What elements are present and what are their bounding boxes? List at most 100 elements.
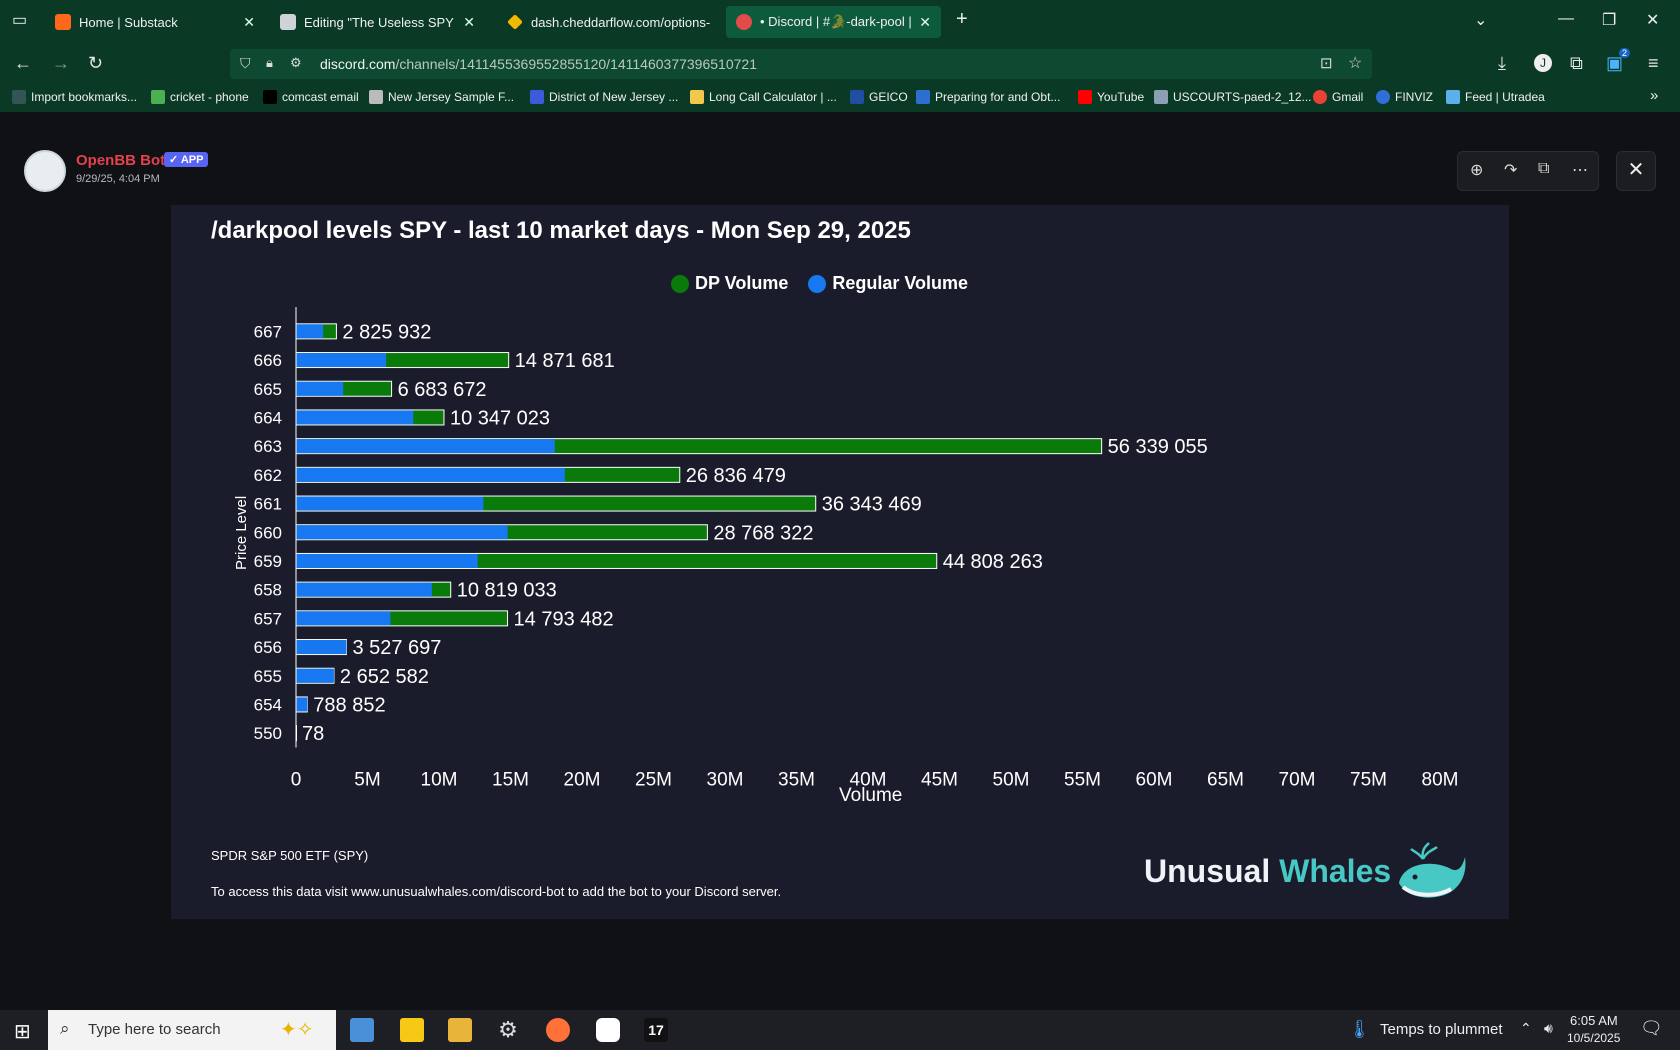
open-external-icon[interactable]: ⧉ [1538,160,1550,177]
regular-volume-bar [296,353,387,368]
bar-value-label: 78 [302,723,324,745]
new-tab-icon[interactable]: + [956,8,968,30]
more-bookmarks-icon[interactable]: » [1650,87,1659,104]
calculator-app-icon[interactable] [350,1018,374,1042]
y-tick-label: 666 [254,351,282,370]
tray-chevron-icon[interactable]: ⌃ [1520,1020,1532,1036]
y-tick-label: 662 [254,466,282,485]
close-tab-icon[interactable]: ✕ [463,13,475,30]
chart-legend: DP Volume Regular Volume [671,273,968,294]
weather-text[interactable]: Temps to plummet [1380,1021,1503,1038]
windows-start-icon[interactable]: ⊞ [14,1021,31,1043]
regular-volume-bar [296,410,414,425]
tab-editing[interactable]: Editing "The Useless SPY Report" ✕ [270,6,485,38]
tab-label: dash.cheddarflow.com/options- [531,14,711,30]
x-tick-label: 10M [421,770,458,791]
bot-avatar[interactable] [24,150,66,192]
restore-icon[interactable]: ❐ [1602,12,1617,29]
x-axis-label: Volume [839,785,903,806]
brand-word-2: Whales [1279,853,1392,889]
bar-value-label: 44 808 263 [943,551,1043,573]
tradingview-app-icon[interactable]: 17 [644,1018,668,1042]
bookmark-youtube[interactable]: YouTube [1078,90,1144,104]
url-bar[interactable]: ⛉ 🔒︎ ⚙ discord.com/channels/141145536955… [230,49,1372,79]
bar-value-label: 26 836 479 [686,465,786,487]
y-tick-label: 654 [254,695,282,714]
clock-date[interactable]: 10/5/2025 [1567,1031,1621,1045]
bookmark-preparing[interactable]: Preparing for and Obt... [916,90,1060,104]
forward-icon[interactable]: → [52,53,70,73]
minimize-icon[interactable]: — [1558,10,1574,27]
bookmark-utradea[interactable]: Feed | Utradea [1446,90,1545,104]
dp-volume-bar [295,725,297,742]
reload-icon[interactable]: ↻ [88,53,104,73]
permissions-icon[interactable]: ⚙ [290,55,302,70]
more-options-icon[interactable]: ⋯ [1572,162,1588,179]
bookmark-comcast[interactable]: comcast email [263,90,359,104]
firefox-app-icon[interactable] [546,1018,570,1042]
bookmark-cricket[interactable]: cricket - phone [151,90,249,104]
downloads-icon[interactable]: ⤓ [1498,53,1506,73]
tab-substack[interactable]: Home | Substack ✕ [45,6,265,38]
clock-time[interactable]: 6:05 AM [1570,1013,1618,1028]
sticky-notes-app-icon[interactable] [400,1018,424,1042]
tab-discord[interactable]: • Discord | #🐊-dark-pool | The ✕ [726,6,941,38]
y-tick-label: 661 [254,495,282,514]
regular-volume-bar [296,324,324,339]
bookmark-star-icon[interactable]: ☆ [1348,55,1363,72]
shield-icon[interactable]: ⛉ [240,55,251,71]
close-window-icon[interactable]: ✕ [1646,12,1660,29]
chart-title: /darkpool levels SPY - last 10 market da… [211,217,911,244]
bookmark-finviz[interactable]: FINVIZ [1376,90,1433,104]
notifications-icon[interactable]: 🗨︎ [1640,1018,1663,1038]
close-viewer-icon[interactable]: ✕ [1616,151,1656,191]
app-icon[interactable] [596,1018,620,1042]
x-tick-label: 30M [707,770,744,791]
account-icon[interactable]: J [1534,54,1552,72]
close-tab-icon[interactable]: ✕ [919,13,931,30]
taskbar-search[interactable]: ⌕ Type here to search ✦✧ [48,1010,336,1050]
x-tick-label: 15M [492,770,529,791]
zoom-icon[interactable]: ⊕ [1470,162,1484,179]
chart-card: 667 2 825 932 666 14 871 681 665 6 683 672 664… [171,205,1509,919]
bookmark-uscourts[interactable]: USCOURTS-paed-2_12... [1154,90,1312,104]
bookmark-district-nj[interactable]: District of New Jersey ... [530,90,678,104]
x-tick-label: 75M [1350,770,1387,791]
tab-cheddarflow[interactable]: dash.cheddarflow.com/options- [497,6,722,38]
settings-app-icon[interactable]: ⚙ [498,1017,518,1042]
bookmark-geico[interactable]: GEICO [850,90,908,104]
lock-icon[interactable]: 🔒︎ [266,55,273,70]
extensions-icon[interactable]: ⧉ [1570,53,1583,73]
regular-volume-bar [296,496,484,511]
x-tick-label: 45M [921,770,958,791]
forward-share-icon[interactable]: ↷ [1504,162,1518,179]
url-text: discord.com/channels/1411455369552855120… [320,56,757,72]
x-tick-label: 50M [993,770,1030,791]
brand-word-1: Unusual [1144,853,1271,889]
bookmark-nj-sample[interactable]: New Jersey Sample F... [369,90,514,104]
bookmark-gmail[interactable]: Gmail [1313,90,1363,104]
bar-value-label: 2 825 932 [342,321,431,343]
bookmark-long-call[interactable]: Long Call Calculator | ... [690,90,837,104]
regular-volume-bar [296,439,555,454]
message-author[interactable]: OpenBB Bot [76,152,166,169]
close-tab-icon[interactable]: ✕ [243,13,255,30]
back-icon[interactable]: ← [14,53,32,73]
list-tabs-icon[interactable]: ⌄ [1474,12,1488,29]
x-tick-label: 70M [1279,770,1316,791]
tab-manager-icon[interactable]: ▭ [12,12,28,29]
install-app-icon[interactable]: ⊡ [1320,55,1333,72]
app-badge: ✓ APP [164,152,209,167]
bar-value-label: 10 819 033 [457,580,557,602]
volume-icon[interactable]: 🔊︎ [1544,1020,1553,1036]
sparkle-icon: ✦✧ [280,1019,314,1041]
y-tick-label: 660 [254,523,282,542]
bookmark-import[interactable]: Import bookmarks... [12,90,137,104]
menu-icon[interactable]: ≡ [1648,53,1659,73]
legend-dot-regular [808,274,827,293]
y-tick-label: 658 [254,581,282,600]
bar-value-label: 14 793 482 [514,608,614,630]
file-explorer-app-icon[interactable] [448,1018,472,1042]
image-toolbar: ⊕ ↷ ⧉ ⋯ [1457,151,1599,191]
extension-badge-icon[interactable]: ▣ [1606,53,1624,73]
